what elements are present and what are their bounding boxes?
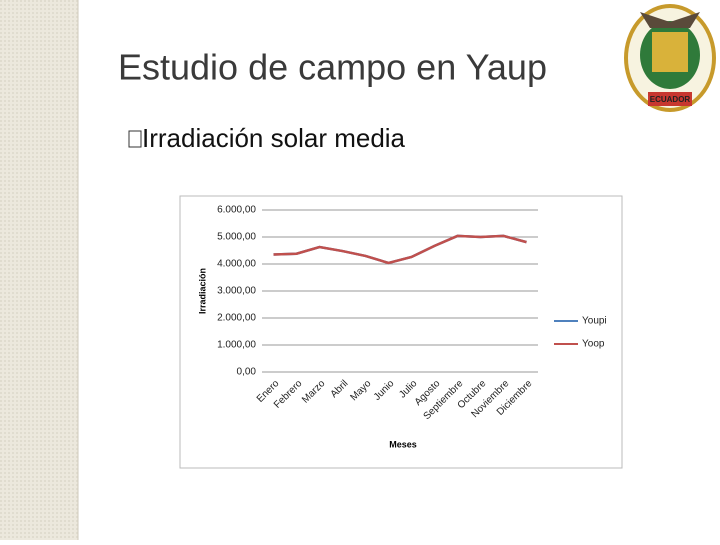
y-tick-label: 6.000,00 <box>217 205 256 216</box>
series-line <box>273 234 527 265</box>
y-tick-label: 5.000,00 <box>217 232 256 243</box>
y-tick-label: 3.000,00 <box>217 286 256 297</box>
y-tick-label: 1.000,00 <box>217 340 256 351</box>
logo: ECUADOR <box>624 4 716 112</box>
y-tick-label: 2.000,00 <box>217 313 256 324</box>
y-axis-title: Irradiación <box>197 268 207 314</box>
x-axis-title: Meses <box>389 439 417 449</box>
bullet-text: Irradiación solar media <box>142 123 406 153</box>
legend-label: Yoop <box>582 339 605 350</box>
legend-label: Youpi <box>582 316 607 327</box>
y-tick-label: 0,00 <box>237 367 257 378</box>
chart-frame <box>179 195 623 469</box>
slide-title: Estudio de campo en Yaup <box>118 47 547 88</box>
side-strip <box>0 0 78 540</box>
logo-text: ECUADOR <box>650 95 691 104</box>
y-tick-label: 4.000,00 <box>217 259 256 270</box>
bullet-marker <box>128 130 142 148</box>
